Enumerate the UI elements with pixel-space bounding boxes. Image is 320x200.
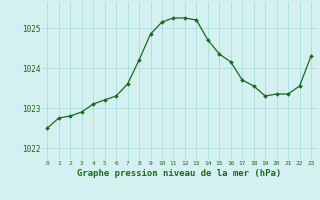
X-axis label: Graphe pression niveau de la mer (hPa): Graphe pression niveau de la mer (hPa) [77,169,281,178]
